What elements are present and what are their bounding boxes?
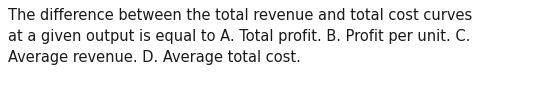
Text: The difference between the total revenue and total cost curves
at a given output: The difference between the total revenue… bbox=[8, 8, 472, 65]
